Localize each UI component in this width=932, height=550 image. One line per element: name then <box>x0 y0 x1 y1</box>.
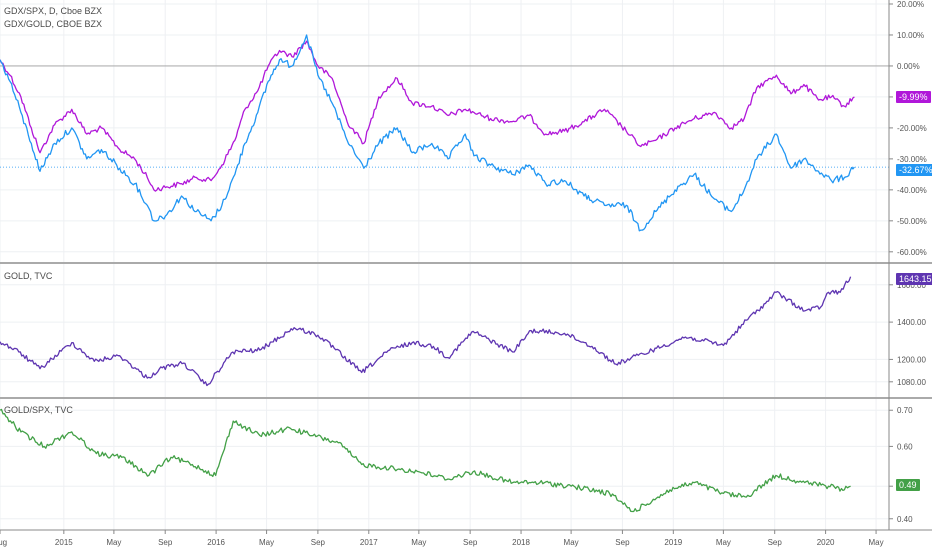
x-tick-label: 2019 <box>664 538 682 547</box>
x-tick-label: Sep <box>615 538 630 547</box>
main-pane-subtitle: GDX/GOLD, CBOE BZX <box>4 19 103 29</box>
series-line-gdx-gold <box>0 40 855 192</box>
y-tick-label: -20.00% <box>897 124 927 133</box>
gold-last-value-badge: 1643.15 <box>896 273 932 285</box>
y-tick-label: 0.00% <box>897 62 920 71</box>
y-tick-label: -50.00% <box>897 217 927 226</box>
series-line-gold-tvc <box>0 276 852 387</box>
x-tick-label: Aug <box>0 538 7 547</box>
y-tick-label: -40.00% <box>897 186 927 195</box>
x-tick-label: 2018 <box>512 538 530 547</box>
x-tick-label: May <box>411 538 426 547</box>
y-tick-label: -60.00% <box>897 248 927 257</box>
y-tick-label: -30.00% <box>897 155 927 164</box>
x-tick-label: May <box>869 538 884 547</box>
x-tick-label: Sep <box>768 538 783 547</box>
x-tick-label: 2016 <box>207 538 225 547</box>
y-tick-label: 1200.00 <box>897 355 926 364</box>
x-tick-label: Sep <box>463 538 478 547</box>
x-tick-label: May <box>716 538 731 547</box>
series-line-gold-spx-tvc <box>0 408 851 513</box>
x-tick-label: 2015 <box>55 538 73 547</box>
y-tick-label: 20.00% <box>897 0 924 9</box>
x-tick-label: Sep <box>311 538 326 547</box>
y-tick-label: 0.60 <box>897 442 913 451</box>
x-tick-label: 2020 <box>817 538 835 547</box>
y-tick-label: 1080.00 <box>897 378 926 387</box>
y-tick-label: 0.40 <box>897 515 913 524</box>
x-tick-label: May <box>259 538 274 547</box>
ratio-pane-title: GOLD/SPX, TVC <box>4 405 73 415</box>
gdx-spx-last-value-badge: -32.67% <box>896 164 932 176</box>
series-line-gdx-spx <box>0 34 855 232</box>
x-tick-label: May <box>106 538 121 547</box>
main-pane-title: GDX/SPX, D, Cboe BZX <box>4 6 103 16</box>
gold-pane-title: GOLD, TVC <box>4 271 53 281</box>
y-tick-label: 10.00% <box>897 31 924 40</box>
x-tick-label: Sep <box>158 538 173 547</box>
gdx-gold-last-value-badge: -9.99% <box>896 91 931 103</box>
x-tick-label: May <box>564 538 579 547</box>
gold-spx-last-value-badge: 0.49 <box>896 479 920 491</box>
y-tick-label: 1600.00 <box>897 281 926 290</box>
y-tick-label: 0.70 <box>897 406 913 415</box>
y-tick-label: 1400.00 <box>897 318 926 327</box>
x-tick-label: 2017 <box>360 538 378 547</box>
